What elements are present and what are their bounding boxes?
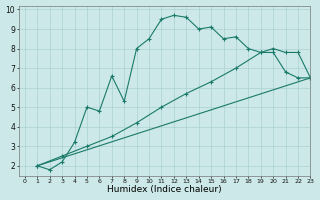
- X-axis label: Humidex (Indice chaleur): Humidex (Indice chaleur): [107, 185, 222, 194]
